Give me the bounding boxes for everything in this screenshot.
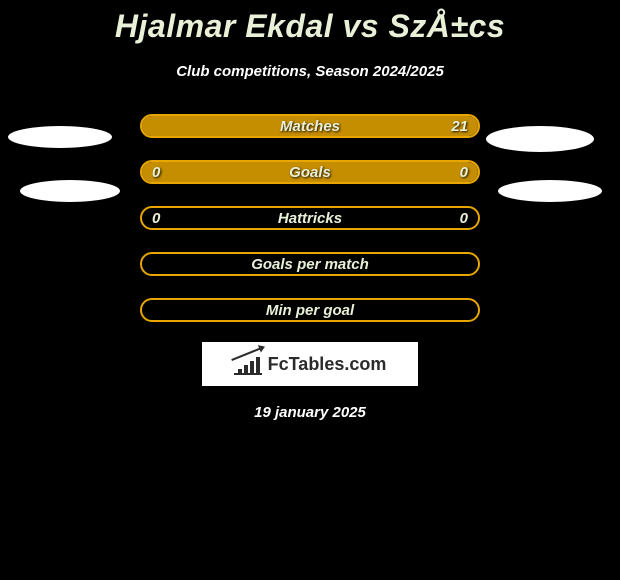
- player1-name: Hjalmar Ekdal: [115, 8, 333, 44]
- stat-label: Goals per match: [142, 254, 478, 274]
- comparison-title: Hjalmar Ekdal vs SzÅ±cs: [0, 0, 620, 45]
- subtitle: Club competitions, Season 2024/2025: [0, 63, 620, 80]
- stat-row: Hattricks0 0: [140, 206, 480, 230]
- stat-value-right: 0: [460, 208, 468, 228]
- vs-label: vs: [342, 8, 379, 44]
- brand-badge: FcTables.com: [202, 342, 418, 386]
- avatar-placeholder: [8, 126, 112, 148]
- brand-text: FcTables.com: [268, 354, 387, 375]
- stat-row: Min per goal: [140, 298, 480, 322]
- stat-label: Hattricks: [142, 208, 478, 228]
- stat-fill-right: [142, 162, 478, 182]
- avatar-placeholder: [486, 126, 594, 152]
- stat-row: Goals per match: [140, 252, 480, 276]
- stat-value-left: 0: [152, 208, 160, 228]
- stat-row: Matches21: [140, 114, 480, 138]
- avatar-placeholder: [20, 180, 120, 202]
- player2-name: SzÅ±cs: [388, 8, 505, 44]
- chart-icon: [234, 353, 262, 375]
- stat-label: Min per goal: [142, 300, 478, 320]
- avatar-placeholder: [498, 180, 602, 202]
- stat-row: Goals00: [140, 160, 480, 184]
- stat-fill-right: [142, 116, 478, 136]
- snapshot-date: 19 january 2025: [0, 404, 620, 421]
